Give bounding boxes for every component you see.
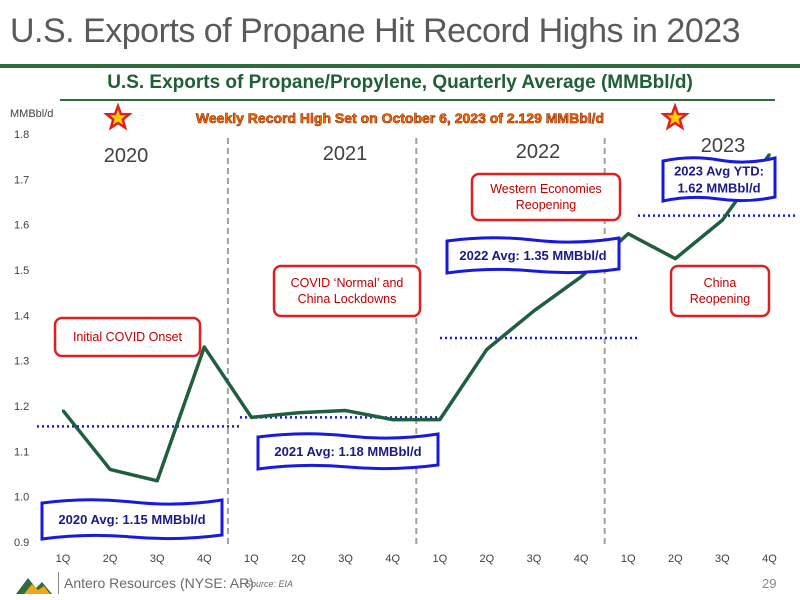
annotation-text: Western Economies Reopening	[490, 182, 602, 212]
footer-source: Source: EIA	[245, 579, 294, 589]
y-tick-label: 1.4	[14, 310, 29, 322]
x-tick-label: 1Q	[621, 553, 636, 565]
annotation-text: COVID ‘Normal’ and China Lockdowns	[291, 276, 404, 306]
y-tick-label: 1.1	[14, 446, 29, 458]
data-point	[438, 418, 441, 421]
x-tick-label: 1Q	[432, 553, 447, 565]
x-tick-label: 3Q	[527, 553, 542, 565]
year-label: 2023	[701, 135, 746, 157]
x-tick-label: 4Q	[197, 553, 212, 565]
record-banner: Weekly Record High Set on October 6, 202…	[196, 110, 604, 126]
data-point	[627, 232, 630, 235]
data-point	[344, 409, 347, 412]
x-tick-label: 2Q	[480, 553, 495, 565]
slide-title: U.S. Exports of Propane Hit Record Highs…	[10, 12, 741, 50]
x-tick-label: 2Q	[291, 553, 306, 565]
title-rule	[0, 64, 800, 68]
year-label: 2021	[323, 143, 368, 165]
data-point	[768, 153, 771, 156]
star-icon	[660, 102, 690, 131]
y-axis-unit-label: MMBbl/d	[10, 108, 53, 120]
x-tick-label: 3Q	[338, 553, 353, 565]
average-callout-text: 2023 Avg YTD: 1.62 MMBbl/d	[674, 164, 764, 196]
data-point	[203, 345, 206, 349]
x-tick-label: 4Q	[762, 553, 777, 565]
y-tick-label: 1.5	[14, 265, 29, 277]
footer-separator	[58, 572, 59, 594]
annotation-text: China Reopening	[690, 276, 751, 306]
data-point	[721, 218, 724, 222]
data-point	[250, 416, 253, 419]
x-tick-label: 1Q	[244, 553, 259, 565]
annotation-text: Initial COVID Onset	[73, 330, 183, 344]
x-tick-label: 4Q	[385, 553, 400, 565]
data-point	[532, 309, 536, 312]
x-tick-label: 1Q	[56, 553, 71, 565]
x-tick-label: 2Q	[103, 553, 118, 565]
star-icon	[103, 102, 133, 131]
data-point	[485, 348, 489, 351]
average-callout-text: 2022 Avg: 1.35 MMBbl/d	[459, 248, 606, 263]
annotation-box	[53, 316, 202, 358]
data-point	[674, 257, 677, 260]
annotation-box	[272, 264, 422, 318]
data-point	[579, 275, 583, 278]
propane-exports-chart: MMBbl/d 0.9 1.0 1.1 1.2 1.3 1.4 1.5 1.6 1.7 1.8 1Q 2…	[10, 102, 798, 565]
data-point	[61, 409, 65, 412]
y-tick-label: 1.0	[14, 492, 29, 504]
y-tick-label: 1.7	[14, 174, 29, 186]
average-callout-text: 2020 Avg: 1.15 MMBbl/d	[58, 512, 205, 527]
data-point	[391, 418, 394, 421]
data-point	[297, 411, 300, 414]
y-tick-label: 1.3	[14, 356, 29, 368]
annotation-box	[470, 172, 622, 222]
average-callout-box	[661, 156, 777, 203]
year-label: 2022	[516, 141, 561, 163]
x-tick-label: 2Q	[668, 553, 683, 565]
data-point	[156, 479, 159, 482]
average-callout-box	[256, 432, 440, 471]
data-point	[108, 468, 112, 471]
average-callout-text: 2021 Avg: 1.18 MMBbl/d	[274, 444, 421, 459]
y-tick-label: 1.2	[14, 401, 29, 413]
antero-logo	[16, 578, 52, 594]
chart-title: U.S. Exports of Propane/Propylene, Quart…	[107, 72, 693, 93]
average-callout-box	[445, 236, 621, 275]
y-tick-label: 1.8	[14, 129, 29, 141]
x-tick-label: 3Q	[715, 553, 730, 565]
annotation-box	[669, 264, 771, 318]
x-tick-label: 4Q	[574, 553, 589, 565]
year-label: 2020	[104, 145, 149, 167]
y-tick-label: 1.6	[14, 220, 29, 232]
average-callout-box	[40, 498, 224, 541]
x-tick-label: 3Q	[150, 553, 165, 565]
propane-exports-line	[61, 153, 771, 483]
page-number: 29	[762, 576, 777, 591]
y-tick-label: 0.9	[14, 537, 29, 549]
footer-company: Antero Resources (NYSE: AR)	[64, 575, 254, 591]
chart-title-rule	[60, 99, 775, 101]
